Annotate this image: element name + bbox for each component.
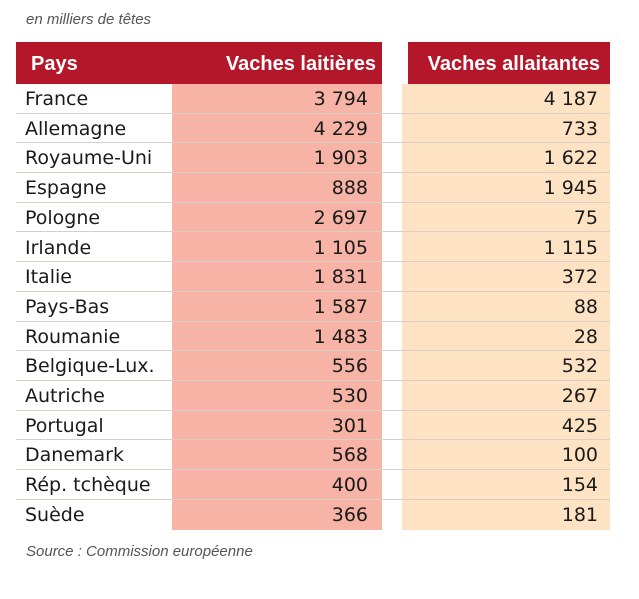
cell-vaches-laitieres: 530: [331, 385, 368, 407]
table-row: Allemagne 4 229 733: [16, 114, 610, 144]
unit-caption: en milliers de têtes: [26, 11, 152, 28]
cattle-table: Pays Vaches laitières Vaches allaitantes…: [16, 42, 610, 530]
header-vaches-laitieres: Vaches laitières: [225, 53, 376, 75]
cell-pays: Allemagne: [25, 117, 127, 140]
cell-pays: Pays-Bas: [25, 295, 110, 318]
cell-vaches-allaitantes: 181: [561, 503, 598, 526]
cell-vaches-allaitantes: 372: [561, 266, 598, 289]
cell-vaches-allaitantes: 88: [573, 295, 598, 318]
table-header: Pays Vaches laitières Vaches allaitantes: [16, 42, 610, 84]
cell-pays: France: [25, 88, 89, 110]
column-highlight-allaitantes: [402, 84, 610, 530]
cell-vaches-laitieres: 888: [331, 177, 368, 200]
cell-pays: Autriche: [25, 385, 105, 407]
table-row: France 3 794 4 187: [16, 84, 610, 114]
cell-vaches-laitieres: 4 229: [313, 117, 368, 140]
cell-pays: Portugal: [25, 414, 104, 437]
cell-vaches-laitieres: 1 105: [313, 236, 368, 259]
cell-vaches-laitieres: 366: [331, 503, 368, 526]
cell-pays: Irlande: [25, 236, 92, 259]
cell-vaches-laitieres: 1 483: [313, 325, 368, 348]
cell-pays: Royaume-Uni: [25, 147, 153, 170]
cell-vaches-allaitantes: 1 115: [543, 236, 598, 259]
table-row: Irlande 1 105 1 115: [16, 233, 610, 263]
table-row: Pologne 2 697 75: [16, 203, 610, 233]
cell-vaches-allaitantes: 28: [573, 325, 598, 348]
table-row: Royaume-Uni 1 903 1 622: [16, 143, 610, 174]
table-body: France 3 794 4 187 Allemagne 4 229 733 Royaume…: [16, 84, 610, 530]
cell-pays: Danemark: [25, 444, 124, 467]
header-pays: Pays: [31, 53, 78, 75]
table-row: Roumanie 1 483 28: [16, 322, 610, 352]
cell-vaches-laitieres: 1 831: [313, 266, 368, 289]
cell-vaches-allaitantes: 1 945: [543, 177, 598, 200]
table-row: Suède 366 181: [16, 500, 610, 530]
column-highlight-laitieres: [172, 84, 382, 530]
table-row: Espagne 888 1 945: [16, 173, 610, 203]
table-row: Rép. tchèque 400 154: [16, 470, 610, 500]
cell-vaches-allaitantes: 267: [561, 385, 598, 407]
cell-pays: Rép. tchèque: [25, 474, 151, 497]
table-row: Italie 1 831 372: [16, 262, 610, 292]
table-row: Belgique-Lux. 556 532: [16, 351, 610, 381]
cell-vaches-laitieres: 2 697: [313, 206, 368, 229]
cell-vaches-laitieres: 400: [331, 474, 368, 497]
header-column-gap: [382, 42, 408, 84]
cell-pays: Espagne: [25, 177, 107, 200]
cell-vaches-allaitantes: 532: [561, 355, 598, 378]
cell-vaches-laitieres: 556: [331, 355, 368, 378]
cell-vaches-allaitantes: 1 622: [543, 147, 598, 170]
table-row: Autriche 530 267: [16, 381, 610, 411]
cell-vaches-laitieres: 3 794: [313, 88, 368, 110]
table-row: Danemark 568 100: [16, 440, 610, 471]
cell-pays: Suède: [25, 503, 85, 526]
cell-vaches-laitieres: 568: [331, 444, 368, 467]
cell-pays: Italie: [25, 266, 72, 289]
cell-pays: Roumanie: [25, 325, 121, 348]
cell-pays: Belgique-Lux.: [25, 355, 155, 378]
cell-vaches-allaitantes: 75: [573, 206, 598, 229]
table-row: Portugal 301 425: [16, 411, 610, 441]
cell-vaches-allaitantes: 4 187: [543, 88, 598, 110]
source-note: Source : Commission européenne: [26, 543, 253, 560]
cell-vaches-laitieres: 301: [331, 414, 368, 437]
cell-vaches-laitieres: 1 587: [313, 295, 368, 318]
cell-vaches-allaitantes: 733: [561, 117, 598, 140]
cell-vaches-laitieres: 1 903: [313, 147, 368, 170]
cell-pays: Pologne: [25, 206, 101, 229]
header-vaches-allaitantes: Vaches allaitantes: [427, 53, 600, 75]
cell-vaches-allaitantes: 154: [561, 474, 598, 497]
table-row: Pays-Bas 1 587 88: [16, 292, 610, 322]
cell-vaches-allaitantes: 425: [561, 414, 598, 437]
cell-vaches-allaitantes: 100: [561, 444, 598, 467]
